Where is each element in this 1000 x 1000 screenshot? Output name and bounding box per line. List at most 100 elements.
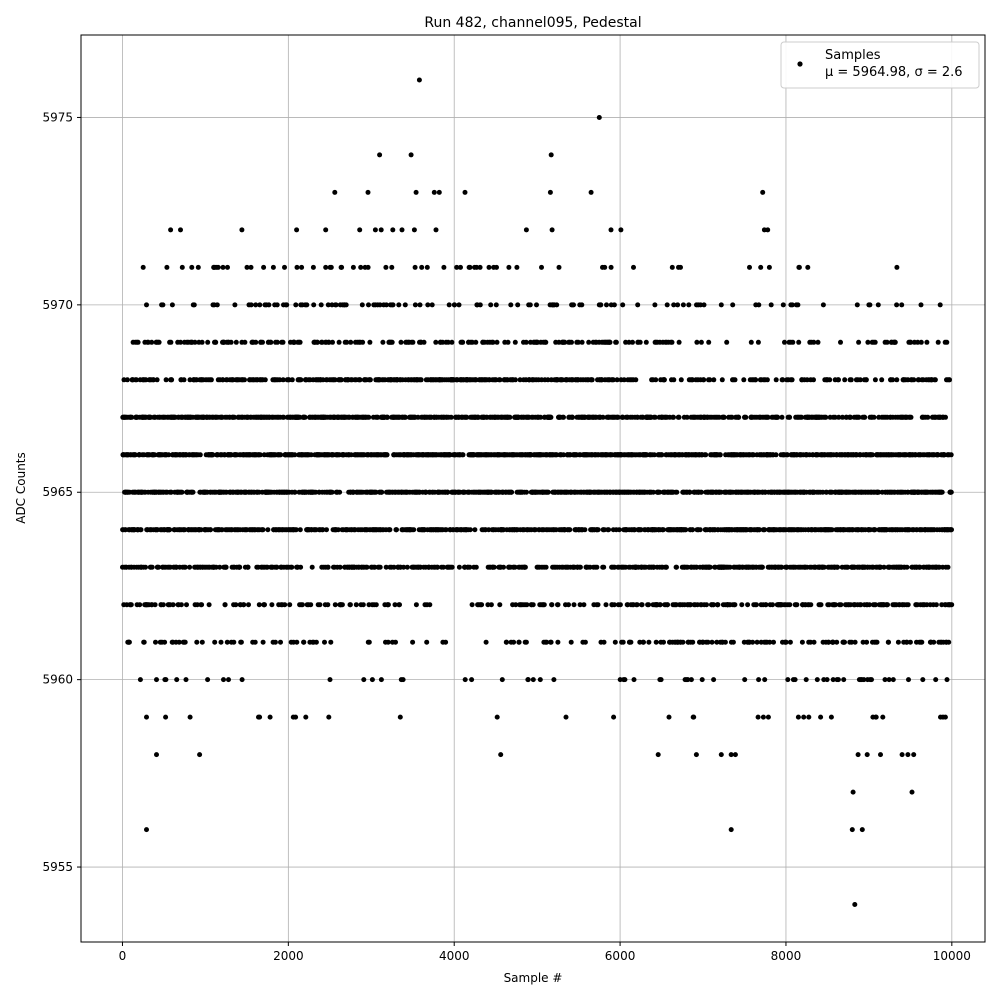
data-point [671, 414, 676, 420]
data-point [454, 264, 460, 270]
data-point [678, 264, 683, 270]
data-point [688, 677, 694, 683]
data-point [365, 264, 371, 270]
data-point [894, 264, 900, 270]
data-point [292, 489, 298, 495]
data-point [284, 302, 290, 308]
data-point [265, 527, 271, 533]
data-point [815, 339, 821, 345]
data-point [199, 339, 205, 345]
data-point [872, 339, 878, 345]
data-point [369, 677, 375, 683]
data-point [419, 264, 425, 270]
data-point [218, 639, 224, 645]
data-point [933, 602, 939, 608]
data-point [787, 639, 793, 645]
data-point [571, 302, 576, 308]
data-point [260, 639, 266, 645]
data-point [266, 302, 272, 308]
data-point [343, 302, 349, 308]
data-point [730, 639, 736, 645]
data-point [523, 339, 529, 345]
data-point [124, 377, 130, 383]
data-point [838, 339, 843, 345]
data-point [257, 302, 263, 308]
data-point [886, 639, 891, 645]
data-point [863, 377, 869, 383]
data-point [361, 677, 367, 683]
data-point [144, 302, 149, 308]
data-point [652, 414, 658, 420]
data-point [394, 527, 399, 533]
data-point [614, 377, 620, 383]
data-point [327, 677, 333, 683]
data-point [907, 639, 913, 645]
data-point [385, 602, 391, 608]
data-point [651, 452, 657, 458]
data-point [256, 602, 262, 608]
data-point [398, 339, 404, 345]
data-point [770, 602, 775, 608]
data-point [658, 677, 664, 683]
data-point [248, 264, 254, 270]
data-point [297, 339, 303, 345]
data-point [208, 377, 214, 383]
data-point [330, 339, 335, 345]
data-point [613, 339, 619, 345]
data-point [611, 714, 617, 720]
data-point [400, 677, 406, 683]
data-point [215, 264, 221, 270]
data-point [515, 302, 521, 308]
data-point [297, 527, 303, 533]
data-point [820, 302, 826, 308]
data-point [615, 414, 621, 420]
data-point [364, 564, 370, 570]
data-point [449, 339, 455, 345]
data-point [530, 677, 536, 683]
data-point [545, 377, 551, 383]
data-point [880, 714, 886, 720]
data-point [154, 377, 160, 383]
data-point [289, 564, 295, 570]
data-point [182, 639, 188, 645]
data-point [241, 602, 247, 608]
data-point [224, 639, 230, 645]
data-point [162, 639, 168, 645]
data-point [637, 339, 643, 345]
data-point [424, 264, 430, 270]
data-point [152, 452, 158, 458]
data-point [562, 339, 568, 345]
data-point [756, 677, 762, 683]
data-points [120, 77, 955, 907]
data-point [748, 339, 754, 345]
data-point [456, 302, 462, 308]
data-point [684, 414, 690, 420]
data-point [412, 264, 418, 270]
data-point [494, 264, 499, 270]
data-point [152, 602, 158, 608]
data-point [246, 602, 251, 608]
data-point [458, 264, 463, 270]
data-point [775, 414, 781, 420]
data-point [410, 639, 416, 645]
data-point [289, 377, 295, 383]
data-point [257, 452, 263, 458]
data-point [214, 302, 220, 308]
data-point [660, 527, 666, 533]
data-point [389, 264, 395, 270]
data-point [835, 564, 840, 570]
data-point [299, 602, 305, 608]
data-point [328, 639, 334, 645]
data-point [633, 377, 639, 383]
data-point [594, 564, 600, 570]
data-point [332, 377, 338, 383]
data-point [473, 339, 479, 345]
data-point [742, 677, 748, 683]
data-point [653, 639, 659, 645]
data-point [217, 564, 223, 570]
data-point [344, 339, 350, 345]
data-point [278, 639, 283, 645]
data-point [245, 564, 251, 570]
data-point [944, 677, 950, 683]
data-point [622, 677, 628, 683]
